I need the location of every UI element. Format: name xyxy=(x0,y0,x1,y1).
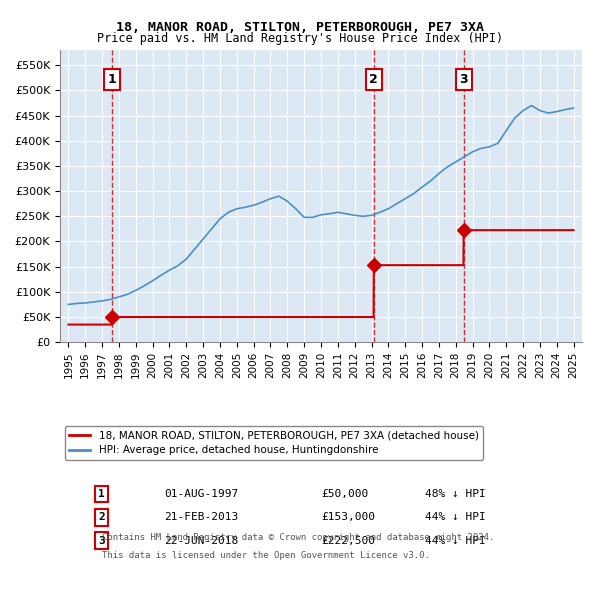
Text: 44% ↓ HPI: 44% ↓ HPI xyxy=(425,513,486,522)
Text: £50,000: £50,000 xyxy=(321,489,368,499)
Text: This data is licensed under the Open Government Licence v3.0.: This data is licensed under the Open Gov… xyxy=(102,551,430,560)
Text: 2: 2 xyxy=(98,513,105,522)
Text: 18, MANOR ROAD, STILTON, PETERBOROUGH, PE7 3XA: 18, MANOR ROAD, STILTON, PETERBOROUGH, P… xyxy=(116,21,484,34)
Text: 44% ↓ HPI: 44% ↓ HPI xyxy=(425,536,486,546)
Text: 2: 2 xyxy=(370,73,378,86)
Text: £222,500: £222,500 xyxy=(321,536,375,546)
Text: 1: 1 xyxy=(107,73,116,86)
Text: 01-AUG-1997: 01-AUG-1997 xyxy=(164,489,239,499)
Text: Price paid vs. HM Land Registry's House Price Index (HPI): Price paid vs. HM Land Registry's House … xyxy=(97,32,503,45)
Text: Contains HM Land Registry data © Crown copyright and database right 2024.: Contains HM Land Registry data © Crown c… xyxy=(102,533,494,542)
Legend: 18, MANOR ROAD, STILTON, PETERBOROUGH, PE7 3XA (detached house), HPI: Average pr: 18, MANOR ROAD, STILTON, PETERBOROUGH, P… xyxy=(65,426,483,460)
Text: £153,000: £153,000 xyxy=(321,513,375,522)
Text: 21-FEB-2013: 21-FEB-2013 xyxy=(164,513,239,522)
Text: 3: 3 xyxy=(460,73,468,86)
Text: 3: 3 xyxy=(98,536,105,546)
Text: 1: 1 xyxy=(98,489,105,499)
Text: 48% ↓ HPI: 48% ↓ HPI xyxy=(425,489,486,499)
Text: 22-JUN-2018: 22-JUN-2018 xyxy=(164,536,239,546)
